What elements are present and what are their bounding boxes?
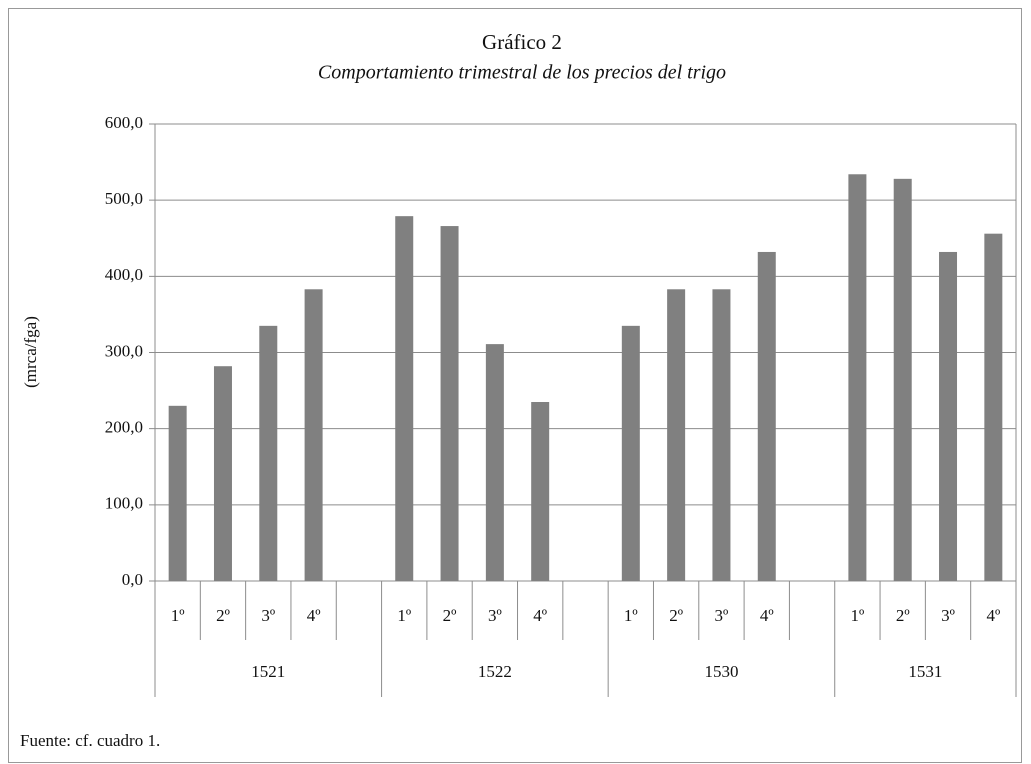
- y-tick-label: 100,0: [105, 494, 143, 513]
- bar: [259, 325, 278, 581]
- bar: [168, 405, 187, 581]
- x-tick-label: 2º: [443, 606, 457, 625]
- x-tick-label: 3º: [488, 606, 502, 625]
- x-tick-label: 4º: [986, 606, 1000, 625]
- x-tick-label: 4º: [533, 606, 547, 625]
- bar: [757, 251, 776, 581]
- y-tick-label: 0,0: [122, 570, 143, 589]
- source-note: Fuente: cf. cuadro 1.: [20, 731, 160, 750]
- bar: [395, 216, 414, 581]
- frame: [8, 8, 1022, 763]
- x-tick-label: 1º: [397, 606, 411, 625]
- bar: [984, 233, 1003, 581]
- bar: [621, 325, 640, 581]
- y-tick-label: 300,0: [105, 341, 143, 360]
- bar: [939, 251, 958, 581]
- y-tick-label: 500,0: [105, 189, 143, 208]
- group-label: 1530: [704, 662, 738, 681]
- bar: [712, 289, 731, 581]
- x-tick-label: 3º: [261, 606, 275, 625]
- x-tick-label: 1º: [624, 606, 638, 625]
- x-tick-label: 1º: [851, 606, 865, 625]
- x-tick-label: 4º: [760, 606, 774, 625]
- x-tick-label: 1º: [171, 606, 185, 625]
- chart-subtitle: Comportamiento trimestral de los precios…: [318, 62, 726, 84]
- group-label: 1531: [908, 662, 942, 681]
- y-tick-label: 600,0: [105, 113, 143, 132]
- x-tick-label: 3º: [715, 606, 729, 625]
- group-label: 1521: [251, 662, 285, 681]
- bar: [848, 174, 867, 581]
- x-tick-label: 2º: [216, 606, 230, 625]
- bar: [304, 289, 323, 581]
- bar: [485, 344, 504, 581]
- x-tick-label: 4º: [307, 606, 321, 625]
- bar: [667, 289, 686, 581]
- bar: [213, 366, 232, 581]
- group-label: 1522: [478, 662, 512, 681]
- y-tick-label: 200,0: [105, 418, 143, 437]
- y-tick-label: 400,0: [105, 265, 143, 284]
- x-tick-label: 3º: [941, 606, 955, 625]
- bar: [531, 402, 550, 581]
- y-axis-label: (mrca/fga): [21, 316, 40, 388]
- chart-title: Gráfico 2: [482, 30, 562, 54]
- bar: [440, 226, 459, 581]
- x-tick-label: 2º: [896, 606, 910, 625]
- bar: [893, 178, 912, 581]
- x-tick-label: 2º: [669, 606, 683, 625]
